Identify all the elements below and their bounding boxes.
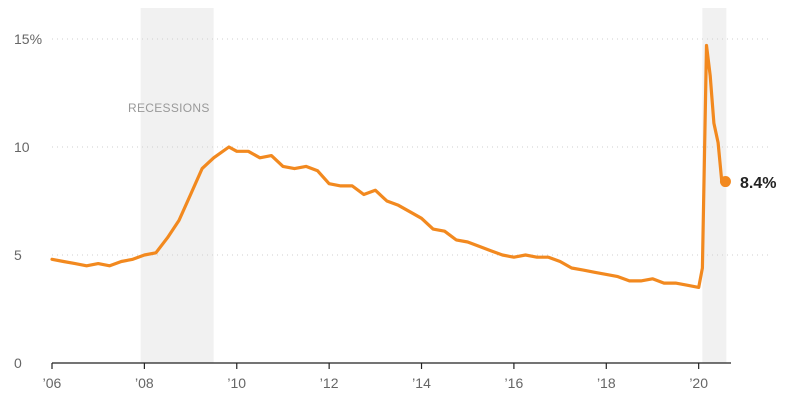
y-tick-label: 5 [14,247,22,263]
recession-bands [140,8,727,363]
series-layer [50,43,731,289]
recessions-label: RECESSIONS [128,101,210,115]
x-tick-label: ’12 [320,375,339,391]
y-axis-tick-labels: 15% 10 5 0 [14,31,42,371]
end-value-label: 8.4% [740,175,776,192]
x-tick-label: ’20 [689,375,708,391]
series-line-0 [50,43,728,289]
x-axis-tick-labels: ’06 ’08 ’10 ’12 ’14 ’16 ’18 ’20 [43,375,709,391]
x-axis [51,362,731,369]
x-tick-label: ’08 [135,375,154,391]
x-tick-label: ’18 [597,375,616,391]
x-tick-label: ’10 [227,375,246,391]
y-tick-label: 10 [14,139,30,155]
y-tick-label: 15% [14,31,42,47]
x-tick-label: ’14 [412,375,431,391]
recession-band-0 [140,8,214,363]
series-end-point [719,176,731,188]
x-tick-label: ’06 [43,375,62,391]
x-tick-label: ’16 [505,375,524,391]
y-tick-label: 0 [14,355,22,371]
